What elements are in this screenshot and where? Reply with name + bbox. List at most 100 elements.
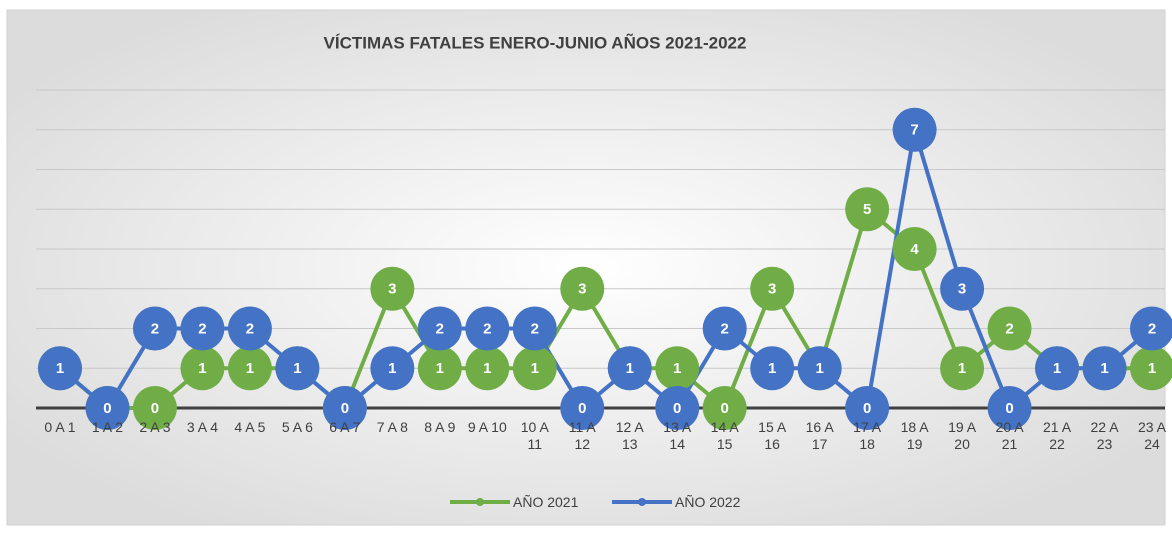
x-tick-label: 16 A 17 <box>805 419 834 452</box>
data-label: 0 <box>341 400 349 417</box>
point <box>845 386 890 430</box>
x-tick-label: 13 A 14 <box>663 419 692 452</box>
x-tick-label: 4 A 5 <box>234 419 266 435</box>
x-tick-label: 5 A 6 <box>281 419 313 435</box>
point <box>987 306 1032 351</box>
point <box>655 386 700 430</box>
data-label: 2 <box>1005 320 1013 337</box>
point <box>702 386 747 430</box>
point <box>845 187 890 232</box>
point <box>322 386 367 430</box>
data-label: 1 <box>483 360 491 377</box>
data-label: 0 <box>578 400 586 417</box>
x-tick-label: 6 A 7 <box>329 419 361 435</box>
point <box>370 346 415 391</box>
data-label: 2 <box>198 320 206 337</box>
x-tick-label: 23 A 24 <box>1137 419 1167 452</box>
point <box>940 346 985 391</box>
point <box>987 386 1032 430</box>
x-tick-label: 0 A 1 <box>44 419 76 435</box>
x-tick-label: 12 A 13 <box>615 419 644 452</box>
point <box>132 386 177 430</box>
point <box>892 107 937 152</box>
data-label: 1 <box>293 360 301 377</box>
point <box>702 306 747 351</box>
point <box>180 346 225 391</box>
data-label: 1 <box>768 360 776 377</box>
data-label: 2 <box>721 320 729 337</box>
point <box>1082 346 1127 391</box>
data-label: 1 <box>958 360 966 377</box>
x-tick-label: 8 A 9 <box>424 419 456 435</box>
point <box>1130 346 1172 391</box>
point <box>227 346 272 391</box>
point <box>560 266 605 311</box>
point <box>560 386 605 430</box>
x-tick-label: 11 A 12 <box>568 419 596 452</box>
data-label: 0 <box>103 400 111 417</box>
data-label: 0 <box>721 400 729 417</box>
data-label: 1 <box>1100 360 1108 377</box>
point <box>607 346 652 391</box>
point <box>940 266 985 311</box>
point <box>38 346 82 391</box>
data-label: 2 <box>151 320 159 337</box>
x-tick-label: 3 A 4 <box>186 419 218 435</box>
data-label: 1 <box>388 360 396 377</box>
markers: 1001110311131103154121111022210122201021… <box>38 107 1172 430</box>
x-tick-label: 20 A 21 <box>995 419 1024 452</box>
data-label: 3 <box>578 281 586 298</box>
data-label: 2 <box>246 320 254 337</box>
data-label: 5 <box>863 201 871 218</box>
point <box>655 346 700 391</box>
point <box>370 266 415 311</box>
x-tick-label: 17 A 18 <box>853 419 882 452</box>
x-tick-label: 22 A 23 <box>1090 419 1119 452</box>
point <box>512 346 557 391</box>
x-tick-label: 18 A 19 <box>900 419 929 452</box>
x-tick-label: 2 A 3 <box>139 419 171 435</box>
data-label: 1 <box>56 360 64 377</box>
data-label: 2 <box>1148 320 1156 337</box>
point <box>892 227 937 271</box>
data-label: 1 <box>531 360 539 377</box>
legend-label: AÑO 2021 <box>513 494 579 510</box>
point <box>132 306 177 351</box>
data-label: 2 <box>531 320 539 337</box>
data-label: 2 <box>483 320 491 337</box>
point <box>417 306 462 351</box>
legend-marker <box>638 498 646 506</box>
data-label: 1 <box>198 360 206 377</box>
data-label: 1 <box>815 360 823 377</box>
x-tick-label: 19 A 20 <box>948 419 977 452</box>
data-label: 1 <box>246 360 254 377</box>
data-label: 3 <box>768 281 776 298</box>
data-label: 1 <box>1053 360 1061 377</box>
point <box>750 346 795 391</box>
data-label: 0 <box>1005 400 1013 417</box>
data-label: 2 <box>436 320 444 337</box>
x-tick-label: 1 A 2 <box>91 419 124 435</box>
data-label: 1 <box>436 360 444 377</box>
point <box>180 306 225 351</box>
data-label: 0 <box>863 400 871 417</box>
point <box>1130 306 1172 351</box>
point <box>275 346 320 391</box>
data-label: 1 <box>626 360 634 377</box>
x-tick-label: 7 A 8 <box>376 419 408 435</box>
data-label: 7 <box>910 122 918 139</box>
data-label: 1 <box>673 360 681 377</box>
data-label: 3 <box>958 281 966 298</box>
point <box>1035 346 1080 391</box>
point <box>465 346 510 391</box>
point <box>85 386 130 430</box>
point <box>227 306 272 351</box>
data-label: 4 <box>910 241 919 258</box>
point <box>417 346 462 391</box>
point <box>750 266 795 311</box>
data-label: 0 <box>673 400 681 417</box>
legend-marker <box>476 498 484 506</box>
x-tick-label: 15 A 16 <box>758 419 787 452</box>
